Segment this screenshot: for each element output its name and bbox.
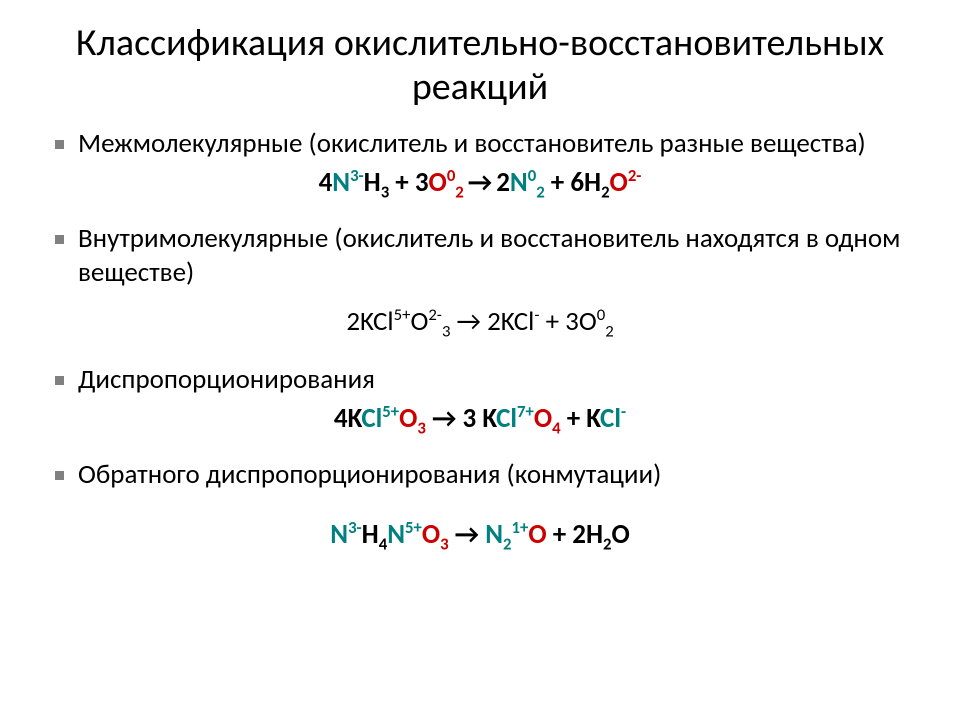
- bullet-line: Межмолекулярные (окислитель и восстанови…: [55, 127, 905, 161]
- item-label: Диспропорционирования: [78, 363, 905, 397]
- equation: N3-H4N5+O3 → N21+O + 2H2O: [55, 517, 905, 552]
- bullet-icon: [55, 376, 64, 385]
- item-label: Межмолекулярные (окислитель и восстанови…: [78, 127, 905, 161]
- slide: Классификация окислительно-восстановител…: [0, 0, 960, 720]
- slide-title: Классификация окислительно-восстановител…: [55, 22, 905, 109]
- bullet-icon: [55, 235, 64, 244]
- list-item: Межмолекулярные (окислитель и восстанови…: [55, 127, 905, 200]
- list-item: Обратного диспропорционирования (конмута…: [55, 458, 905, 553]
- list-item: Внутримолекулярные (окислитель и восстан…: [55, 222, 905, 339]
- equation: 2KCl5+O2-3 → 2KCl- + 3O02: [55, 304, 905, 339]
- equation: 4N3-H3 + 3O02→ 2N02 + 6H2O2-: [55, 165, 905, 200]
- bullet-line: Диспропорционирования: [55, 363, 905, 397]
- item-label: Обратного диспропорционирования (конмута…: [78, 458, 905, 492]
- equation: 4KCl5+O3 → 3 KCl7+O4 + KCl-: [55, 401, 905, 436]
- item-label: Внутримолекулярные (окислитель и восстан…: [78, 222, 905, 290]
- items-list: Межмолекулярные (окислитель и восстанови…: [55, 127, 905, 552]
- bullet-icon: [55, 471, 64, 480]
- bullet-icon: [55, 140, 64, 149]
- bullet-line: Обратного диспропорционирования (конмута…: [55, 458, 905, 492]
- list-item: Диспропорционирования 4KCl5+O3 → 3 KCl7+O…: [55, 363, 905, 436]
- bullet-line: Внутримолекулярные (окислитель и восстан…: [55, 222, 905, 290]
